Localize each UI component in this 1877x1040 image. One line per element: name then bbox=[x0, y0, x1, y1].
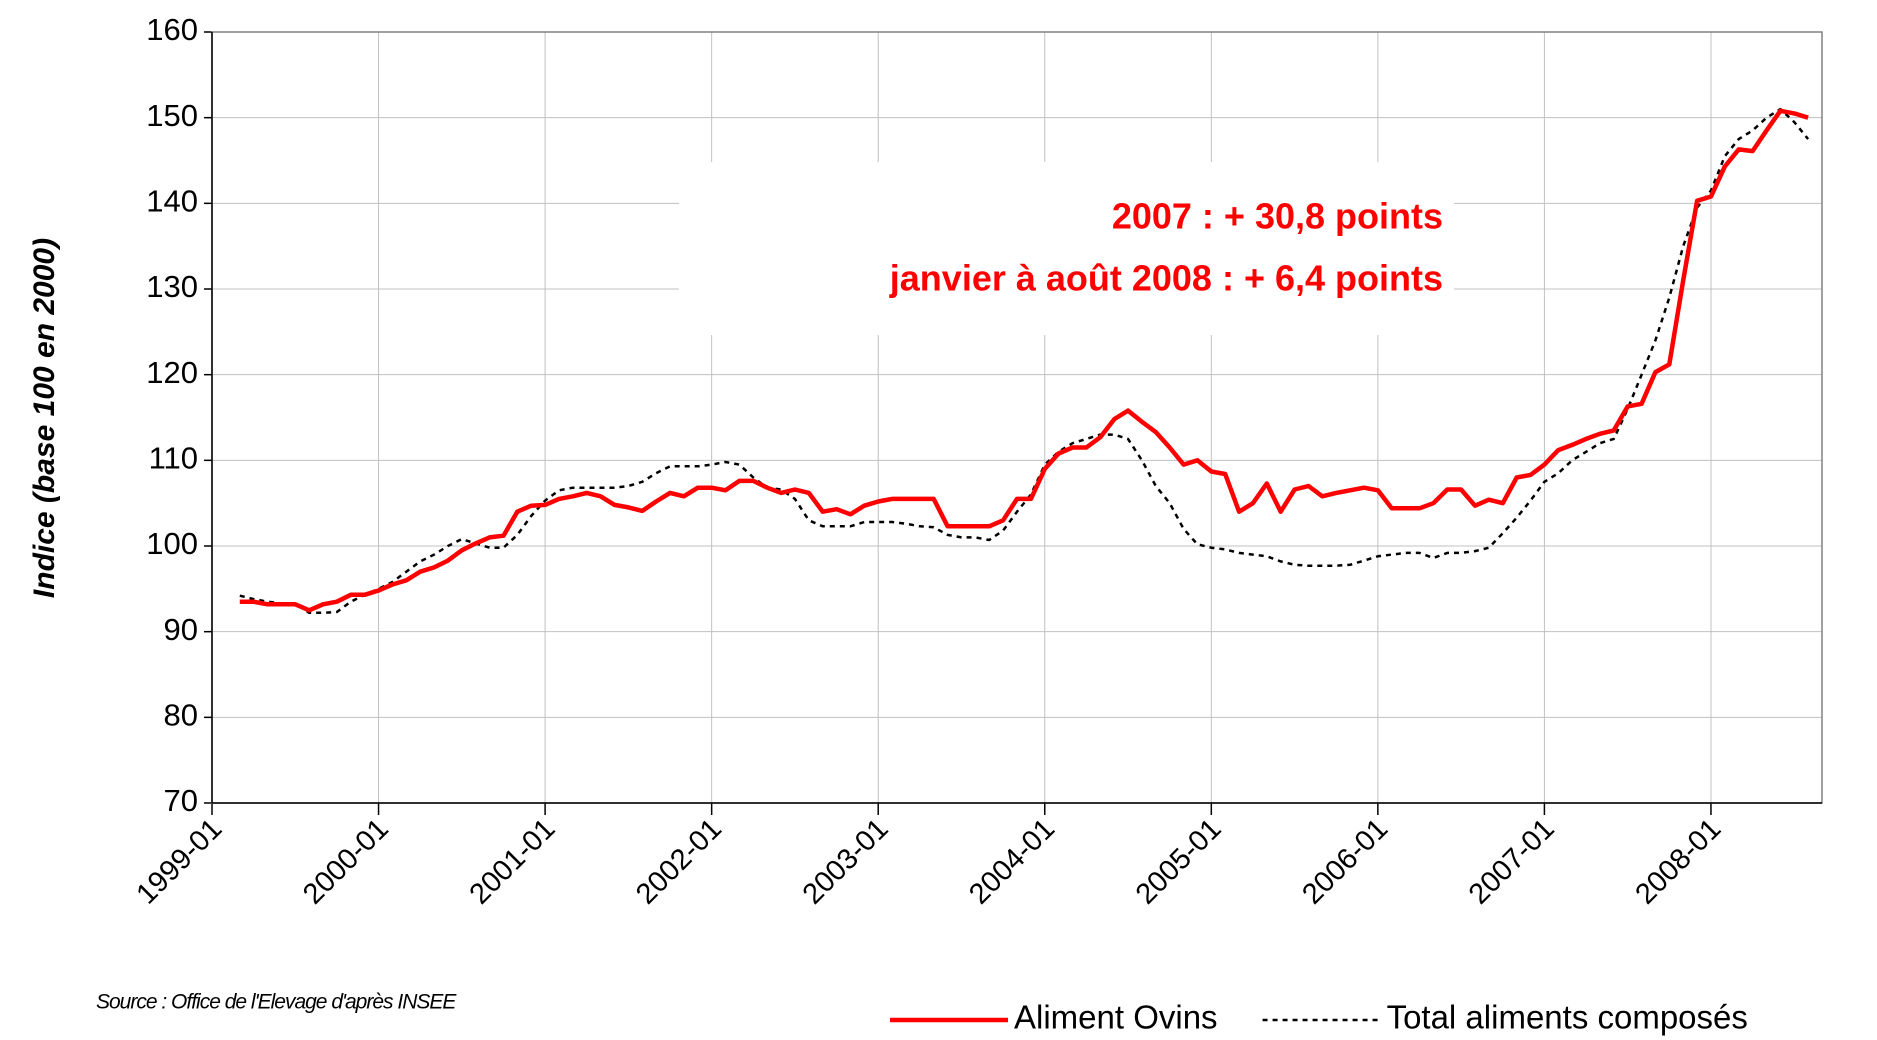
y-tick-label: 130 bbox=[146, 269, 198, 304]
x-tick-label: 2003-01 bbox=[797, 813, 895, 911]
y-tick-label: 140 bbox=[146, 184, 198, 219]
y-tick-label: 80 bbox=[164, 698, 198, 733]
legend-label: Aliment Ovins bbox=[1014, 999, 1218, 1036]
x-tick-label: 2002-01 bbox=[630, 813, 728, 911]
x-tick-label: 2001-01 bbox=[464, 813, 562, 911]
series-line bbox=[239, 108, 1809, 613]
y-tick-label: 110 bbox=[149, 441, 198, 476]
legend: Aliment Ovins Total aliments composés bbox=[890, 999, 1748, 1036]
y-tick-label: 150 bbox=[146, 98, 198, 133]
x-tick-label: 2007-01 bbox=[1463, 813, 1561, 911]
x-tick-label: 2006-01 bbox=[1296, 813, 1394, 911]
x-tick-label: 2000-01 bbox=[297, 813, 395, 911]
y-tick-label: 70 bbox=[164, 783, 198, 818]
x-tick-label: 2005-01 bbox=[1130, 813, 1228, 911]
annotation: janvier à août 2008 : + 6,4 points bbox=[889, 258, 1443, 299]
plot-frame bbox=[211, 31, 1823, 804]
x-tick-label: 2008-01 bbox=[1629, 813, 1727, 911]
y-tick-label: 120 bbox=[146, 355, 198, 390]
y-tick-label: 100 bbox=[146, 526, 198, 561]
y-tick-label: 90 bbox=[164, 612, 198, 647]
annotation-box bbox=[679, 162, 1454, 335]
x-tick-label: 1999-01 bbox=[130, 813, 228, 911]
legend-label: Total aliments composés bbox=[1387, 999, 1748, 1036]
y-tick-label: 160 bbox=[146, 12, 198, 47]
x-tick-label: 2004-01 bbox=[963, 813, 1061, 911]
series-line bbox=[239, 107, 1810, 615]
annotation: 2007 : + 30,8 points bbox=[1112, 196, 1443, 237]
y-axis-label: Indice (base 100 en 2000) bbox=[28, 238, 61, 598]
source-note: Source : Office de l'Elevage d'après INS… bbox=[96, 991, 457, 1014]
